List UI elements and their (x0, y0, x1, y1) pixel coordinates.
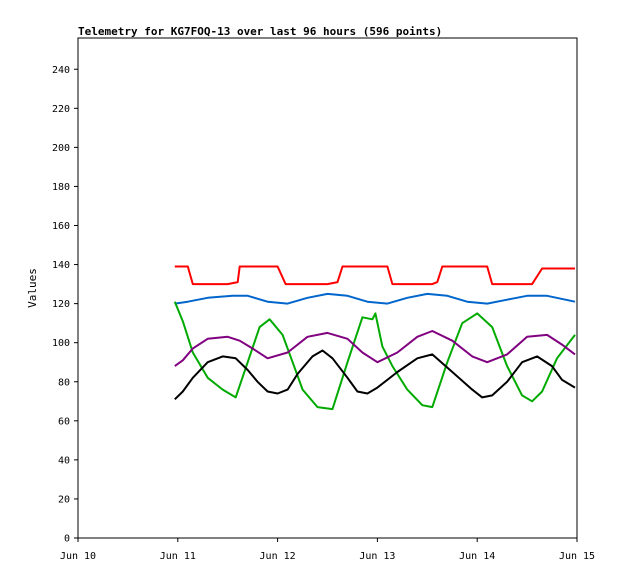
x-tick-label: Jun 15 (559, 551, 595, 562)
y-tick-label: 220 (52, 104, 70, 115)
y-tick-label: 80 (58, 377, 70, 388)
y-tick-label: 240 (52, 65, 70, 76)
y-axis-label: Values (26, 268, 39, 308)
x-tick-label: Jun 14 (459, 551, 495, 562)
x-tick-label: Jun 11 (160, 551, 196, 562)
x-tick-label: Jun 12 (260, 551, 296, 562)
y-tick-label: 200 (52, 143, 70, 154)
y-tick-label: 180 (52, 182, 70, 193)
y-tick-label: 40 (58, 455, 70, 466)
series-line-5 (174, 349, 576, 401)
y-tick-label: 160 (52, 221, 70, 232)
x-axis: Jun 10 Jun 11 Jun 12 Jun 13 Jun 14 Jun 15 (60, 538, 595, 562)
y-axis: 0 20 40 60 80 100 120 140 160 180 200 220 240 (52, 65, 78, 545)
y-tick-label: 120 (52, 299, 70, 310)
y-tick-label: 100 (52, 338, 70, 349)
y-tick-label: 60 (58, 416, 70, 427)
x-tick-label: Jun 13 (359, 551, 395, 562)
series-line-3 (173, 301, 576, 411)
series-group (173, 265, 576, 411)
x-tick-label: Jun 10 (60, 551, 96, 562)
plot-frame (77, 37, 578, 539)
series-line-4 (174, 330, 576, 367)
series-line-1 (174, 265, 575, 286)
y-tick-label: 140 (52, 260, 70, 271)
chart-title: Telemetry for KG7FOQ-13 over last 96 hou… (78, 25, 442, 38)
y-tick-label: 0 (64, 534, 70, 545)
series-line-2 (174, 292, 576, 305)
y-tick-label: 20 (58, 494, 70, 505)
